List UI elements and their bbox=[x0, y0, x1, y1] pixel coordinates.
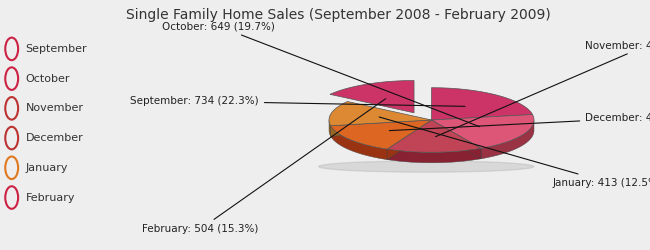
Ellipse shape bbox=[318, 161, 534, 172]
Text: February: February bbox=[26, 192, 75, 202]
Text: October: 649 (19.7%): October: 649 (19.7%) bbox=[162, 21, 480, 127]
Text: September: September bbox=[26, 44, 87, 54]
Polygon shape bbox=[387, 120, 481, 152]
Text: November: November bbox=[26, 103, 84, 113]
Polygon shape bbox=[432, 88, 532, 120]
Circle shape bbox=[5, 67, 18, 90]
Polygon shape bbox=[331, 120, 432, 149]
Polygon shape bbox=[329, 102, 432, 126]
Polygon shape bbox=[432, 120, 481, 159]
Circle shape bbox=[5, 97, 18, 120]
Text: September: 734 (22.3%): September: 734 (22.3%) bbox=[130, 96, 465, 106]
Circle shape bbox=[5, 38, 18, 60]
Polygon shape bbox=[481, 120, 534, 159]
Text: January: 413 (12.5%): January: 413 (12.5%) bbox=[379, 117, 650, 188]
Text: October: October bbox=[26, 74, 70, 84]
Polygon shape bbox=[329, 120, 331, 136]
Polygon shape bbox=[432, 114, 534, 148]
Polygon shape bbox=[387, 120, 432, 160]
Text: November: 499 (15.1%): November: 499 (15.1%) bbox=[436, 40, 650, 137]
Text: January: January bbox=[26, 163, 68, 173]
Polygon shape bbox=[387, 120, 432, 160]
Circle shape bbox=[5, 156, 18, 179]
Polygon shape bbox=[387, 148, 481, 163]
Polygon shape bbox=[331, 120, 432, 136]
Polygon shape bbox=[330, 80, 414, 113]
Text: December: 495 (15.0%): December: 495 (15.0%) bbox=[389, 112, 650, 130]
Circle shape bbox=[5, 127, 18, 149]
Polygon shape bbox=[331, 120, 432, 136]
Text: Single Family Home Sales (September 2008 - February 2009): Single Family Home Sales (September 2008… bbox=[125, 8, 551, 22]
Polygon shape bbox=[432, 120, 481, 159]
Polygon shape bbox=[331, 126, 387, 160]
Circle shape bbox=[5, 186, 18, 209]
Text: December: December bbox=[26, 133, 83, 143]
Text: February: 504 (15.3%): February: 504 (15.3%) bbox=[142, 99, 385, 234]
